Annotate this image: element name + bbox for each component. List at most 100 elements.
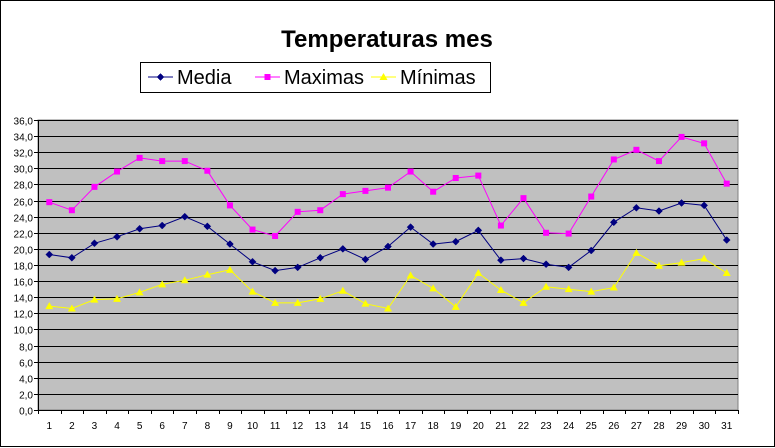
data-point [632,203,641,212]
x-tick-label: 13 [315,421,327,432]
data-point [384,304,392,312]
data-point [429,284,438,292]
data-point [158,221,167,230]
data-point [564,263,573,272]
y-axis: 0,0 2,0 4,0 6,0 8,0 10,0 12,0 14,0 16,0 18,0 20,0 2… [14,117,39,418]
data-point [338,286,347,294]
data-point [113,294,122,302]
x-tick-label: 25 [586,421,598,432]
data-point [45,302,54,310]
data-point [655,158,662,165]
data-point [203,222,212,231]
data-point [722,269,731,277]
data-point [700,254,709,262]
data-point [722,236,731,244]
legend-label: Mínimas [400,67,476,89]
data-point [181,158,188,165]
data-point [68,207,75,214]
y-tick-label: 28,0 [14,181,34,192]
x-tick-label: 11 [270,421,281,432]
data-point [588,193,595,200]
y-tick-label: 0,0 [19,407,33,418]
data-point [543,229,550,236]
y-tick-label: 18,0 [14,262,34,273]
x-tick-label: 19 [450,421,462,432]
x-tick-label: 24 [563,421,575,432]
data-point [587,287,596,295]
legend-label: Maximas [284,67,364,89]
data-point [45,250,54,259]
data-point [135,288,144,296]
data-point [632,248,641,256]
x-tick-label: 1 [47,421,53,432]
data-point [475,172,482,179]
data-point [564,285,573,293]
data-point [385,184,391,191]
y-tick-label: 14,0 [14,294,34,305]
x-tick-label: 28 [653,421,665,432]
data-point [678,133,685,140]
x-tick-label: 12 [292,421,304,432]
data-point [339,191,346,198]
x-tick-label: 27 [631,421,643,432]
x-tick-label: 14 [337,421,349,432]
data-point [609,283,618,291]
data-point [67,304,76,312]
data-point [294,208,301,215]
y-tick-label: 30,0 [14,165,34,176]
data-point [180,212,189,221]
y-tick-label: 26,0 [14,198,34,209]
x-tick-label: 17 [405,421,417,432]
data-point [519,254,528,263]
data-point [542,260,550,269]
data-point [723,180,730,187]
data-point [407,168,414,175]
data-point [361,255,370,264]
data-point [180,276,189,284]
y-tick-label: 34,0 [14,133,34,144]
data-point [677,199,686,207]
legend-item: Mínimas [371,67,476,89]
x-tick-label: 20 [473,421,485,432]
y-tick-label: 24,0 [14,214,34,225]
x-tick-label: 21 [495,421,507,432]
y-tick-label: 22,0 [14,230,34,241]
data-point [474,269,483,277]
x-tick-label: 18 [428,421,440,432]
data-point [248,287,257,295]
x-tick-label: 10 [247,421,259,432]
legend: Media Maximas Mínimas [140,62,491,93]
x-tick-label: 8 [205,421,211,432]
x-tick-label: 2 [69,421,75,432]
data-point [272,233,279,239]
y-tick-label: 20,0 [14,246,34,257]
data-point [451,302,460,310]
y-tick-label: 16,0 [14,278,34,289]
data-point [293,298,302,306]
series-layer [45,133,731,312]
data-point [226,240,234,248]
x-tick-label: 6 [159,421,165,432]
data-point [158,280,167,288]
data-point [542,282,551,290]
data-point [361,299,370,307]
data-point [633,146,640,153]
data-point [655,207,663,215]
data-point [271,266,279,275]
data-point [565,230,572,237]
x-tick-label: 7 [182,421,188,432]
x-tick-label: 16 [382,421,394,432]
data-point [248,257,257,266]
data-point [317,207,324,214]
data-point [430,188,437,195]
series-maximas [46,133,730,239]
data-point [91,183,98,190]
x-tick-label: 15 [360,421,372,432]
legend-swatch-marker [379,73,388,80]
series-media [45,199,731,275]
data-point [159,158,166,165]
data-point [519,298,528,306]
data-point [316,253,325,262]
x-tick-label: 9 [227,421,233,432]
